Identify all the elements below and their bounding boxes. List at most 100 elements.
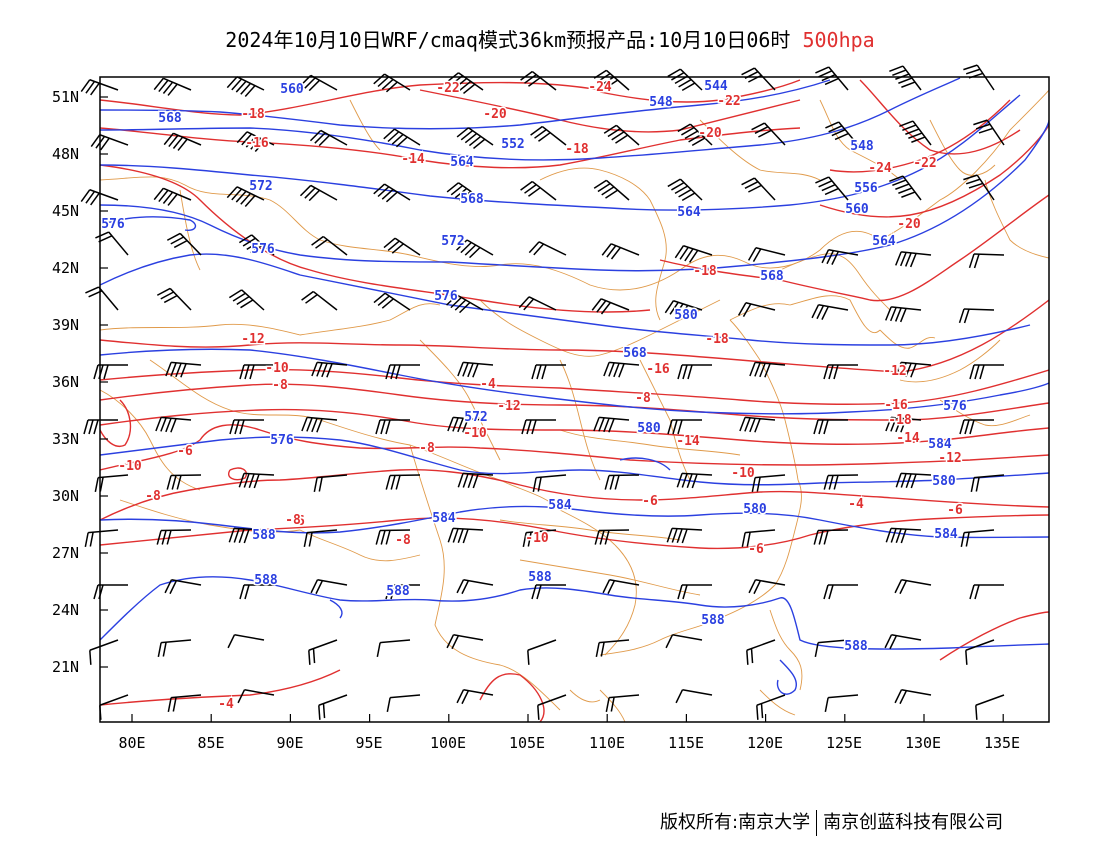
wind-barb [969, 364, 1004, 380]
lon-tick-label: 90E [276, 734, 304, 752]
wind-barb [520, 70, 557, 91]
height-contour-label: 552 [501, 137, 524, 152]
wind-barb [99, 694, 129, 720]
temperature-contour-label: -24 [588, 80, 612, 95]
height-contour-label: 588 [844, 639, 868, 654]
wind-barb [383, 237, 421, 256]
temperature-contour-label: -6 [289, 514, 305, 529]
temperature-contour-label: -22 [436, 81, 459, 96]
wind-barb [385, 584, 420, 600]
wind-barb [968, 253, 1005, 269]
temperature-contour-label: -8 [145, 489, 161, 504]
wind-barb [884, 634, 922, 650]
wind-barb [94, 474, 129, 493]
wind-barb [89, 639, 119, 665]
height-contour-label: 560 [280, 82, 304, 97]
lat-tick-label: 36N [52, 373, 80, 391]
wind-barb [963, 174, 995, 201]
wind-barb [604, 474, 640, 490]
temperature-contour-label: -12 [883, 364, 906, 379]
wind-barb [603, 124, 640, 146]
wind-barb [594, 529, 630, 545]
wind-barb [165, 361, 202, 378]
wind-barb [667, 178, 703, 201]
wind-barb [166, 474, 202, 490]
wind-barb [84, 529, 119, 548]
wind-barb [667, 419, 702, 435]
wind-barb [527, 639, 557, 665]
temperature-contour-label: -14 [676, 434, 700, 449]
wind-barb [520, 180, 557, 201]
wind-barb [518, 296, 557, 311]
wind-barb [825, 121, 859, 146]
wind-barb [823, 474, 859, 490]
wind-barb [522, 529, 557, 548]
wind-barb [813, 529, 849, 545]
wind-barb [593, 416, 630, 433]
wind-barb [677, 584, 712, 600]
wind-barb [228, 527, 265, 544]
lon-tick-label: 115E [667, 734, 705, 752]
wind-barb [299, 184, 338, 202]
height-contour-label: 588 [386, 584, 410, 599]
lat-tick-label: 45N [52, 202, 80, 220]
temperature-contour-label: -12 [938, 451, 961, 466]
wind-barb [456, 579, 494, 595]
lon-tick-label: 85E [197, 734, 225, 752]
wind-barb [226, 186, 265, 207]
height-contour-label: 544 [704, 79, 728, 94]
wind-barb [741, 529, 776, 548]
wind-barb [823, 584, 858, 600]
height-contour-label: 564 [677, 205, 701, 220]
height-contour-label: 580 [674, 308, 698, 323]
temperature-contour-label: -14 [401, 152, 425, 167]
temperature-contour-label: -8 [635, 391, 651, 406]
lon-tick-label: 80E [118, 734, 146, 752]
temperature-contour-label: -14 [896, 431, 920, 446]
wind-barb [80, 189, 119, 206]
wind-barb [446, 294, 484, 314]
wind-barb [593, 179, 630, 201]
lon-tick-label: 105E [508, 734, 546, 752]
lon-tick-label: 125E [825, 734, 863, 752]
temperature-contour-label: -8 [272, 378, 288, 393]
height-contour-label: 568 [760, 269, 784, 284]
lon-tick-label: 110E [588, 734, 626, 752]
axis-ticks [100, 96, 1004, 722]
lon-tick-label: 135E [983, 734, 1021, 752]
height-contour-label: 580 [932, 474, 956, 489]
wind-barb [531, 364, 566, 380]
wind-barb [163, 132, 202, 151]
wind-barb [530, 125, 567, 146]
wind-barb [166, 232, 202, 256]
wind-barb [605, 694, 640, 713]
geopotential-height-contours [100, 77, 1049, 695]
lat-tick-label: 48N [52, 145, 80, 163]
wind-barb [675, 689, 713, 704]
wind-barb [457, 472, 494, 489]
wind-barb [537, 694, 567, 720]
wind-barb [895, 472, 932, 489]
copyright-company: 南京创蓝科技有限公司 [823, 812, 1004, 833]
temperature-contour-label: -8 [419, 441, 435, 456]
temperature-contour-label: -6 [748, 542, 764, 557]
wind-barb [824, 694, 859, 713]
height-contour-label: 576 [943, 399, 967, 414]
wind-barb [889, 65, 922, 91]
lat-tick-label: 24N [52, 601, 80, 619]
wind-barb [894, 579, 932, 595]
map-title: 2024年10月10日WRF/cmaq模式36km预报产品:10月10日06时 … [0, 24, 1100, 53]
temperature-contour-label: -16 [245, 136, 269, 151]
lon-tick-label: 130E [904, 734, 942, 752]
wind-barb [226, 76, 265, 97]
wind-barb [90, 134, 129, 151]
height-contour-label: 580 [637, 421, 661, 436]
temperature-contour-label: -4 [218, 697, 234, 712]
temperature-contour-label: -18 [693, 264, 717, 279]
temperature-contour-label: -20 [698, 126, 722, 141]
wind-barb [747, 247, 786, 262]
wind-barb [811, 304, 849, 320]
height-contour-label: 584 [432, 511, 456, 526]
temperature-contour-label: -6 [642, 494, 658, 509]
